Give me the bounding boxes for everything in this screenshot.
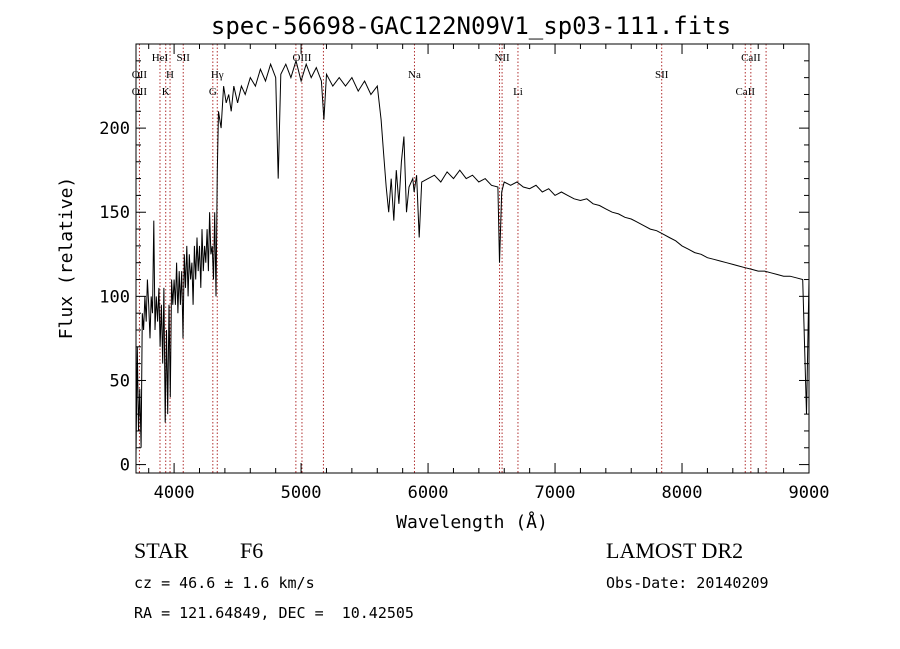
x-tick-label: 8000 (662, 483, 703, 503)
x-axis-label: Wavelength (Å) (396, 511, 548, 533)
y-tick-label: 50 (110, 371, 130, 391)
x-tick-label: 9000 (789, 483, 830, 503)
y-tick-label: 200 (99, 119, 130, 139)
spectral-line-label: H (166, 69, 174, 81)
x-axis: 4000 5000 6000 7000 8000 9000 (148, 44, 830, 503)
spectral-line-label: CaII (735, 86, 755, 98)
x-tick-label: 4000 (154, 483, 195, 503)
spectral-line-label: OII (132, 86, 148, 98)
line-labels: OII OII HeI HK SII Hγ G OIII Na NII Li SII CaII CaII (132, 52, 761, 98)
y-axis-label: Flux (relative) (56, 177, 77, 340)
observation-date: Obs-Date: 20140209 (606, 574, 769, 592)
spectral-line-label: K (162, 86, 170, 98)
spectral-line-label: OII (132, 69, 148, 81)
x-tick-label: 5000 (281, 483, 322, 503)
y-axis: 0 50 100 150 200 (99, 60, 809, 476)
chart-title: spec-56698-GAC122N09V1_sp03-111.fits (211, 12, 731, 40)
spectral-line-label: G (209, 86, 217, 98)
spectrum-line (135, 58, 810, 457)
spectral-line-label: Li (513, 86, 523, 98)
plot-frame (135, 43, 810, 474)
x-tick-label: 7000 (535, 483, 576, 503)
object-class: STAR (134, 538, 189, 563)
spectral-line-label: NII (494, 52, 510, 64)
spectrum-series (135, 58, 810, 457)
y-tick-label: 150 (99, 203, 130, 223)
spectral-line-label: Hγ (211, 69, 224, 81)
x-tick-label: 6000 (408, 483, 449, 503)
spectral-line-label: SII (655, 69, 669, 81)
coordinates: RA = 121.64849, DEC = 10.42505 (134, 604, 414, 622)
spectral-line-label: OIII (292, 52, 311, 64)
y-tick-label: 0 (120, 456, 130, 476)
spectral-line-label: HeI (152, 52, 169, 64)
spectral-line-label: SII (177, 52, 191, 64)
line-markers (138, 44, 767, 473)
redshift-cz: cz = 46.6 ± 1.6 km/s (134, 574, 315, 592)
spectral-line-label: CaII (741, 52, 761, 64)
object-subclass: F6 (240, 538, 264, 563)
y-tick-label: 100 (99, 287, 130, 307)
spectral-line-label: Na (408, 69, 421, 81)
survey-name: LAMOST DR2 (606, 538, 744, 563)
